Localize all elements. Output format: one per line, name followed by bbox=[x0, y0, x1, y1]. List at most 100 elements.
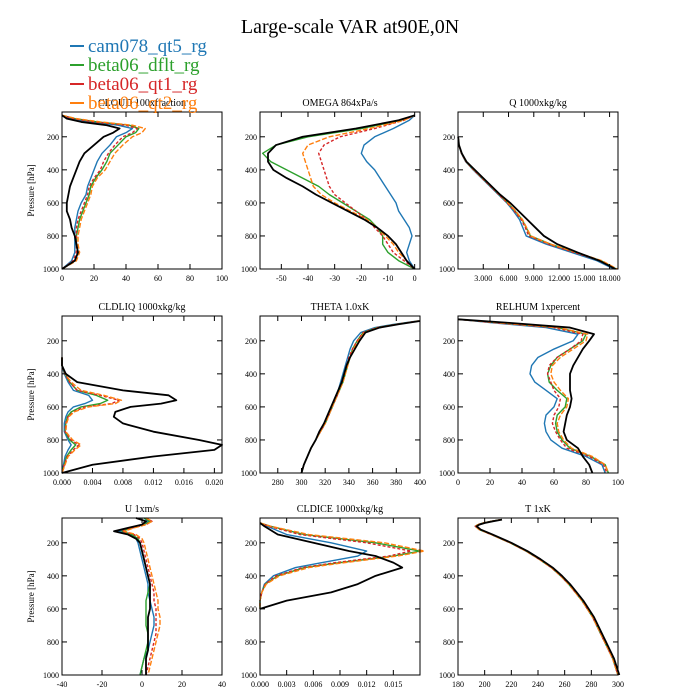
x-tick-label: 0.012 bbox=[144, 478, 162, 487]
series-line-3 bbox=[457, 318, 608, 474]
y-tick-label: 1000 bbox=[439, 671, 455, 680]
x-tick-label: 360 bbox=[367, 478, 379, 487]
y-tick-label: 600 bbox=[47, 199, 59, 208]
x-tick-label: 320 bbox=[319, 478, 331, 487]
y-tick-label: 800 bbox=[443, 232, 455, 241]
panel-title: CLDLIQ 1000xkg/kg bbox=[99, 302, 186, 313]
series-line-5 bbox=[259, 522, 404, 610]
y-tick-label: 200 bbox=[47, 539, 59, 548]
series-line-1 bbox=[61, 357, 94, 474]
y-tick-label: 800 bbox=[47, 232, 59, 241]
y-tick-label: 200 bbox=[245, 539, 257, 548]
y-tick-label: 1000 bbox=[43, 265, 59, 274]
chart-panel-3: 3.000 6.000 9.000 12.000 15.000 18.000 200 400 6… bbox=[439, 98, 621, 283]
chart-panel-8: 0.000 0.003 0.006 0.009 0.012 0.015 200 400 600 8… bbox=[241, 504, 426, 689]
y-axis-label: Pressure [hPa] bbox=[26, 368, 36, 420]
panel-title: Q 1000xkg/kg bbox=[509, 98, 567, 109]
series-line-3 bbox=[317, 114, 416, 270]
y-tick-label: 600 bbox=[443, 605, 455, 614]
x-tick-label: -40 bbox=[57, 680, 68, 689]
x-tick-label: 15.000 bbox=[573, 274, 595, 283]
y-tick-label: 200 bbox=[443, 539, 455, 548]
series-line-5 bbox=[475, 518, 621, 676]
series-line-5 bbox=[113, 517, 151, 675]
x-tick-label: 100 bbox=[216, 274, 228, 283]
y-axis-label: Pressure [hPa] bbox=[26, 164, 36, 216]
y-tick-label: 800 bbox=[245, 436, 257, 445]
y-tick-label: 1000 bbox=[439, 469, 455, 478]
chart-panel-7: -40 -20 0 20 40 200 400 600 800 1000 U 1xm/s Pressu… bbox=[26, 504, 226, 689]
y-tick-label: 800 bbox=[443, 638, 455, 647]
x-tick-label: 3.000 bbox=[474, 274, 492, 283]
y-tick-label: 1000 bbox=[43, 469, 59, 478]
y-tick-label: 1000 bbox=[241, 265, 257, 274]
x-tick-label: 80 bbox=[582, 478, 590, 487]
series-line-5 bbox=[457, 318, 595, 474]
series-line-2 bbox=[261, 114, 415, 270]
x-tick-label: 0.016 bbox=[175, 478, 193, 487]
y-tick-label: 400 bbox=[47, 166, 59, 175]
series-line-4 bbox=[61, 357, 123, 474]
x-tick-label: 20 bbox=[90, 274, 98, 283]
x-tick-label: 200 bbox=[479, 680, 491, 689]
x-tick-label: 0.008 bbox=[114, 478, 132, 487]
y-tick-label: 800 bbox=[245, 232, 257, 241]
series-line-1 bbox=[360, 114, 416, 270]
series-line-1 bbox=[457, 318, 606, 474]
chart-panel-1: 0 20 40 60 80 100 200 400 600 800 1000 CLOUD 100xfr… bbox=[26, 98, 228, 283]
panel-title: U 1xm/s bbox=[125, 504, 159, 515]
y-tick-label: 400 bbox=[47, 370, 59, 379]
legend-entry: cam078_qt5_rg bbox=[88, 36, 207, 57]
x-tick-label: 0.004 bbox=[83, 478, 101, 487]
x-tick-label: 0 bbox=[456, 478, 460, 487]
figure-title: Large-scale VAR at90E,0N bbox=[241, 16, 459, 38]
series-line-2 bbox=[121, 517, 151, 676]
x-tick-label: 80 bbox=[186, 274, 194, 283]
legend: cam078_qt5_rgbeta06_dflt_rgbeta06_qt1_rg… bbox=[70, 36, 207, 114]
x-tick-label: -50 bbox=[276, 274, 287, 283]
series-line-4 bbox=[474, 518, 619, 676]
chart-panel-6: 0 20 40 60 80 100 200 400 600 800 1000 RELHUM 1xper… bbox=[439, 302, 624, 487]
y-tick-label: 400 bbox=[443, 166, 455, 175]
series-line-5 bbox=[300, 320, 421, 474]
series-line-3 bbox=[259, 522, 412, 609]
x-tick-label: 220 bbox=[505, 680, 517, 689]
x-tick-label: -20 bbox=[97, 680, 108, 689]
plot-frame bbox=[61, 315, 223, 474]
x-tick-label: 0.003 bbox=[278, 680, 296, 689]
y-tick-label: 200 bbox=[245, 133, 257, 142]
x-tick-label: 40 bbox=[122, 274, 130, 283]
x-tick-label: 0.009 bbox=[331, 680, 349, 689]
series-line-4 bbox=[300, 320, 419, 474]
y-tick-label: 600 bbox=[47, 605, 59, 614]
y-tick-label: 800 bbox=[443, 436, 455, 445]
x-tick-label: 40 bbox=[218, 680, 226, 689]
y-tick-label: 600 bbox=[245, 605, 257, 614]
series-line-1 bbox=[457, 136, 615, 270]
legend-entry: beta06_dflt_rg bbox=[88, 55, 200, 76]
x-tick-label: 40 bbox=[518, 478, 526, 487]
x-tick-label: 18.000 bbox=[599, 274, 621, 283]
plot-frame bbox=[457, 111, 619, 270]
legend-entry: beta06_qt1_rg bbox=[88, 74, 198, 95]
y-tick-label: 200 bbox=[443, 133, 455, 142]
series-line-5 bbox=[61, 357, 223, 474]
y-tick-label: 800 bbox=[47, 436, 59, 445]
y-tick-label: 600 bbox=[443, 199, 455, 208]
series-line-4 bbox=[123, 517, 161, 676]
chart-panel-9: 180 200 220 240 260 280 300 200 400 600 800 1000 T 1… bbox=[439, 504, 624, 689]
x-tick-label: 9.000 bbox=[525, 274, 543, 283]
series-line-3 bbox=[61, 357, 120, 474]
x-tick-label: 180 bbox=[452, 680, 464, 689]
y-tick-label: 1000 bbox=[241, 671, 257, 680]
y-tick-label: 400 bbox=[47, 572, 59, 581]
x-tick-label: 60 bbox=[154, 274, 162, 283]
x-tick-label: 20 bbox=[486, 478, 494, 487]
y-tick-label: 400 bbox=[443, 370, 455, 379]
y-tick-label: 1000 bbox=[43, 671, 59, 680]
y-tick-label: 400 bbox=[443, 572, 455, 581]
x-tick-label: 300 bbox=[295, 478, 307, 487]
x-tick-label: 280 bbox=[272, 478, 284, 487]
